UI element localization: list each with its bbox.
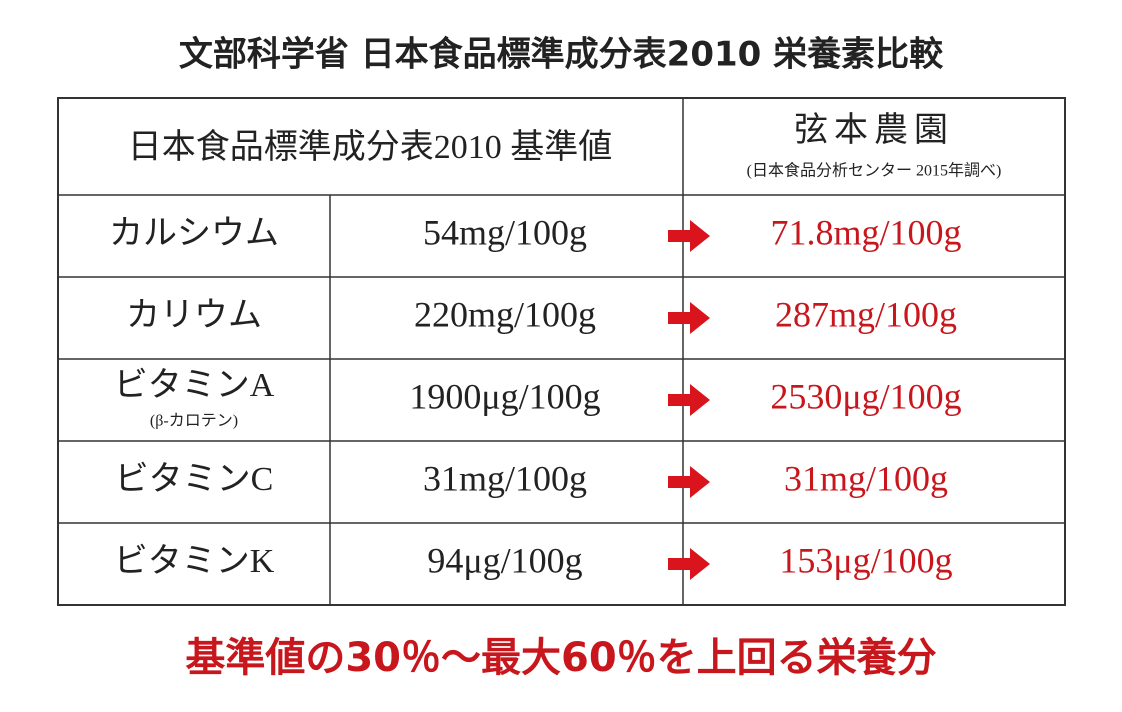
header-standard: 日本食品標準成分表2010 基準値	[128, 128, 613, 166]
nutrient: ビタミンK	[114, 543, 275, 580]
title: 文部科学省 日本食品標準成分表2010 栄養素比較	[179, 35, 944, 75]
standard-value: 94μg/100g	[427, 540, 582, 580]
standard-value: 54mg/100g	[423, 212, 587, 252]
farm-value: 71.8mg/100g	[770, 212, 961, 252]
nutrient: カリウム	[126, 297, 262, 334]
arrow	[668, 220, 710, 252]
standard-value: 31mg/100g	[423, 458, 587, 498]
nutrient: ビタミンC	[115, 461, 274, 498]
arrow	[668, 384, 710, 416]
arrow	[668, 548, 710, 580]
nutrient: カルシウム	[109, 215, 279, 252]
farm-value: 287mg/100g	[775, 294, 957, 334]
nutrient-note: (β-カロテン)	[150, 413, 238, 430]
farm-value: 153μg/100g	[779, 540, 952, 580]
standard-value: 1900μg/100g	[409, 376, 600, 416]
farm-value: 2530μg/100g	[770, 376, 961, 416]
arrow	[668, 466, 710, 498]
header-farm-note: (日本食品分析センター 2015年調べ)	[747, 162, 1002, 180]
table-border	[57, 97, 1066, 606]
farm-value: 31mg/100g	[784, 458, 948, 498]
nutrient: ビタミンA	[114, 367, 275, 404]
standard-value: 220mg/100g	[414, 294, 596, 334]
header-farm: 弦本農園	[794, 111, 954, 149]
arrow	[668, 302, 710, 334]
footer: 基準値の30％〜最大60％を上回る栄養分	[185, 635, 936, 681]
